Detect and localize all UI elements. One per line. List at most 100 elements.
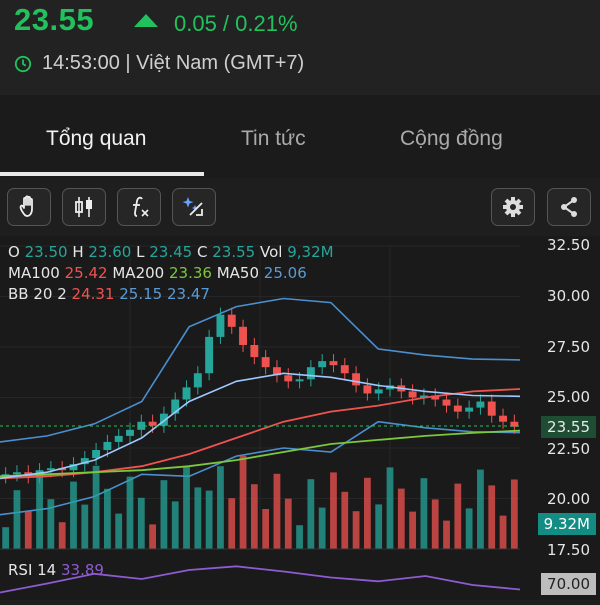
volume-bar — [386, 467, 394, 549]
volume-bar — [183, 466, 190, 549]
candle-body — [46, 468, 55, 471]
candle-body — [453, 405, 462, 412]
volume-bar — [296, 525, 303, 549]
price-tick: 22.50 — [547, 440, 590, 458]
volume-bar — [104, 488, 111, 549]
chart-toolbar — [0, 178, 600, 236]
candle-body — [148, 421, 157, 426]
volume-bar — [465, 508, 473, 549]
rsi-legend: RSI 14 33.89 — [8, 561, 104, 579]
volume-bar — [47, 499, 55, 549]
candle-body — [69, 464, 78, 471]
up-arrow-icon — [134, 14, 158, 27]
volume-bar — [431, 499, 439, 549]
tab-bar: Tổng quan Tin tức Cộng đồng — [0, 95, 600, 178]
volume-bar — [2, 527, 10, 549]
volume-bar — [318, 507, 326, 549]
candle-body — [239, 326, 247, 345]
volume-bar — [250, 484, 258, 549]
price-tick: 17.50 — [547, 541, 590, 559]
bollinger-lower-line — [0, 420, 521, 516]
candle-body — [306, 367, 315, 380]
candle-body — [329, 361, 338, 366]
volume-bar — [81, 504, 89, 549]
volume-bar — [115, 513, 123, 549]
last-volume-tag: 9.32M — [537, 513, 596, 535]
candle-body — [137, 421, 146, 430]
candle-body — [465, 407, 474, 412]
candle-body — [476, 401, 485, 408]
indicators-button[interactable] — [117, 188, 161, 226]
volume-bar — [477, 469, 484, 549]
share-button[interactable] — [547, 188, 591, 226]
candle-body — [171, 399, 180, 414]
volume-bars — [2, 455, 518, 549]
candle-body — [261, 357, 270, 368]
volume-bar — [160, 480, 168, 549]
candle-body — [103, 441, 112, 451]
volume-bar — [330, 472, 337, 549]
volume-bar — [420, 478, 428, 549]
volume-bar — [409, 511, 416, 549]
candle-body — [363, 385, 372, 394]
candle-body — [340, 365, 349, 374]
timestamp: 14:53:00 | Việt Nam (GMT+7) — [42, 52, 305, 74]
volume-bar — [510, 479, 518, 549]
volume-bar — [24, 511, 32, 549]
volume-bar — [205, 490, 213, 549]
price-tick: 20.00 — [547, 490, 590, 508]
volume-bar — [239, 455, 247, 549]
price-tick: 32.50 — [547, 236, 590, 254]
chart-canvas[interactable] — [0, 236, 600, 600]
timestamp-row: 14:53:00 | Việt Nam (GMT+7) — [14, 52, 304, 75]
candles-icon — [75, 197, 92, 217]
candle-body — [419, 395, 428, 398]
volume-bar — [499, 515, 507, 549]
volume-bar — [217, 466, 224, 549]
tab-news[interactable]: Tin tức — [241, 127, 306, 150]
candle-body — [250, 344, 259, 358]
candle-body — [408, 391, 417, 398]
candle-body — [126, 429, 134, 436]
rsi-level-tag: 70.00 — [541, 573, 596, 595]
tab-community[interactable]: Cộng đồng — [400, 127, 503, 150]
clock-icon — [14, 55, 32, 72]
chart-type-button[interactable] — [62, 188, 106, 226]
last-price-tag: 23.55 — [541, 416, 596, 438]
tab-overview[interactable]: Tổng quan — [46, 127, 147, 150]
volume-bar — [488, 485, 496, 549]
magic-icon — [182, 197, 203, 216]
candle-body — [114, 435, 123, 442]
active-tab-indicator — [0, 172, 204, 176]
ohlc-legend: O 23.50 H 23.60 L 23.45 C 23.55 Vol 9,32… — [8, 243, 334, 261]
volume-bar — [262, 509, 270, 549]
price-tick: 25.00 — [547, 388, 590, 406]
gear-icon — [503, 197, 523, 217]
volume-bar — [137, 497, 145, 549]
settings-button[interactable] — [491, 188, 535, 226]
volume-bar — [149, 524, 156, 549]
candle-body — [80, 458, 89, 465]
share-icon — [561, 197, 577, 217]
drawing-tools-button[interactable] — [172, 188, 216, 226]
function-icon — [133, 196, 149, 217]
volume-bar — [273, 473, 281, 549]
candle-body — [205, 336, 214, 374]
hand-tool-button[interactable] — [7, 188, 51, 226]
candle-body — [227, 314, 236, 327]
ma-legend: MA100 25.42 MA200 23.36 MA50 25.06 — [8, 264, 307, 282]
volume-bar — [58, 522, 66, 549]
ma200-line — [0, 429, 521, 478]
price-chart[interactable]: O 23.50 H 23.60 L 23.45 C 23.55 Vol 9,32… — [0, 236, 600, 600]
candle-body — [487, 401, 496, 416]
candle-body — [442, 399, 451, 406]
candlesticks — [1, 307, 519, 484]
candle-body — [499, 415, 507, 422]
volume-bar — [171, 501, 179, 549]
volume-bar — [341, 491, 349, 549]
candle-body — [273, 367, 281, 376]
ma50-line — [0, 372, 521, 480]
candle-body — [193, 373, 202, 388]
candle-body — [284, 375, 293, 382]
volume-bar — [364, 477, 371, 549]
